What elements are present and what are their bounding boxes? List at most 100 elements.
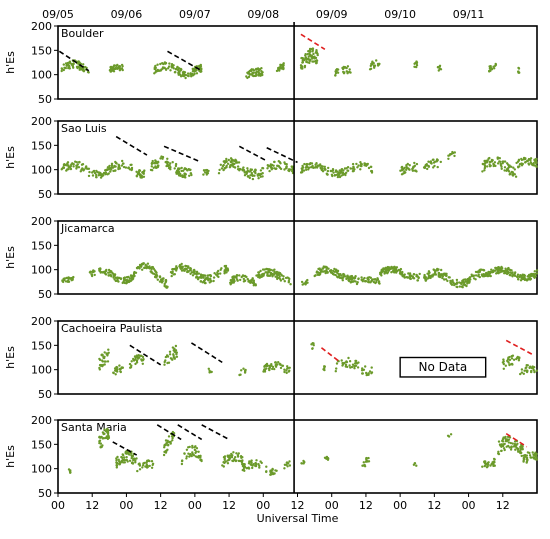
data-point [343,361,346,365]
data-point [523,274,526,277]
data-point [223,270,226,273]
data-point [230,281,233,285]
data-point [137,171,140,174]
data-point [231,275,234,279]
trend-line-black [58,50,90,72]
data-point [271,471,274,474]
data-point [177,167,180,170]
data-point [266,274,269,277]
station-name: Sao Luis [61,122,107,135]
data-point [130,166,134,170]
data-point [512,445,516,448]
data-point [128,168,132,171]
y-tick-label: 200 [31,115,52,128]
x-tick-label: 00 [462,499,476,512]
data-point [145,265,149,268]
data-point [164,61,168,65]
x-axis-title: Universal Time [257,512,339,525]
data-point [148,265,151,268]
data-point [255,274,258,277]
data-point [187,74,190,78]
data-point [98,439,102,442]
data-point [135,354,139,357]
data-point [532,369,535,372]
data-point [518,357,521,360]
data-point [223,167,226,170]
data-point [241,459,244,462]
data-point [403,170,406,173]
data-point [351,363,355,366]
data-point [503,448,506,452]
data-point [101,363,105,367]
data-point [134,358,137,361]
data-point [524,161,527,164]
data-point [506,360,509,363]
data-point [514,448,517,451]
data-point [438,64,442,68]
data-point [247,75,251,79]
date-label: 09/11 [453,8,485,21]
data-point [222,461,225,464]
data-point [486,462,489,465]
data-point [477,270,481,274]
data-point [184,76,187,80]
data-point [227,456,231,459]
data-point [430,275,434,278]
data-point [375,279,378,282]
data-point [203,278,207,282]
data-point [345,66,348,70]
data-point [496,162,500,165]
data-point [323,365,326,368]
data-point [350,278,353,281]
data-point [167,435,171,438]
data-point [208,369,211,372]
data-point [518,450,521,453]
data-point [307,166,310,169]
data-point [386,271,390,274]
data-point [486,465,489,468]
data-point [288,464,292,467]
data-point [159,157,162,160]
data-point [242,169,245,172]
data-point [141,171,144,174]
data-point [103,271,107,275]
data-point [67,276,71,280]
data-point [367,456,370,460]
data-point [393,270,397,273]
data-point [287,370,290,373]
data-point [225,271,228,274]
data-point [131,462,135,465]
data-point [405,168,408,171]
data-point [145,464,149,468]
data-point [311,50,314,53]
data-point [308,53,312,57]
y-axis-title: h'Es [4,445,17,468]
data-point [490,68,494,71]
data-point [71,63,74,66]
data-point [267,270,270,273]
data-point [331,168,335,171]
data-point [361,372,364,375]
data-point [286,276,289,279]
data-point [133,355,137,358]
data-point [400,166,403,169]
data-point [526,275,530,278]
data-point [161,155,165,159]
data-point [184,73,188,77]
data-point [282,277,285,281]
data-point [128,453,131,456]
data-point [377,281,381,285]
data-point [107,351,110,354]
data-point [104,360,107,363]
data-point [117,280,120,283]
data-point [63,277,67,280]
data-point [62,166,65,169]
data-point [258,466,261,469]
data-point [535,369,538,372]
data-point [359,161,362,164]
data-point [258,273,261,277]
data-point [444,278,448,281]
data-point [284,162,287,166]
data-point [516,275,519,279]
data-point [504,271,507,275]
